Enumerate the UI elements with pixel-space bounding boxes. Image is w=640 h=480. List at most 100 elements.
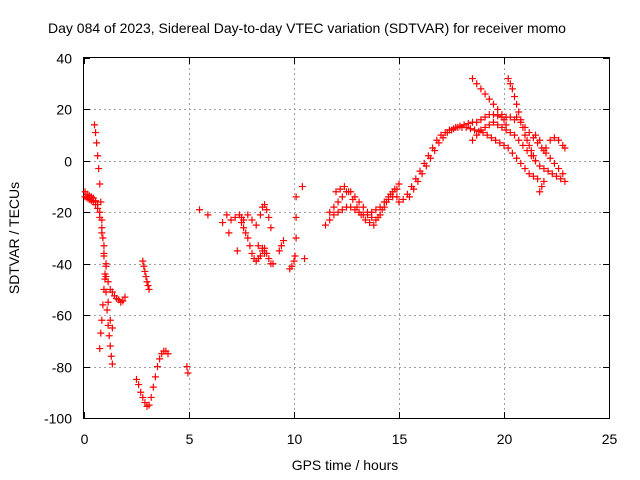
data-point (561, 144, 569, 152)
data-point (527, 147, 535, 155)
data-point (338, 206, 346, 214)
data-point (439, 134, 447, 142)
data-point (338, 193, 346, 201)
data-point (515, 108, 523, 116)
data-point (248, 216, 256, 224)
data-point (91, 121, 98, 129)
data-point (244, 234, 252, 242)
data-point (104, 321, 112, 329)
data-point (292, 234, 300, 242)
data-point (227, 216, 235, 224)
x-tick-label: 5 (186, 431, 194, 447)
data-point (143, 278, 151, 286)
x-tick-label: 20 (497, 431, 513, 447)
data-point (104, 298, 112, 306)
data-point (374, 213, 382, 221)
x-tick-label: 25 (602, 431, 618, 447)
data-point (267, 224, 275, 232)
chart-title: Day 084 of 2023, Sidereal Day-to-day VTE… (48, 20, 566, 36)
data-point (288, 262, 296, 270)
data-point (103, 306, 111, 314)
data-point (500, 116, 508, 124)
data-point (357, 211, 365, 219)
data-point (240, 224, 248, 232)
data-point (378, 206, 386, 214)
data-point (536, 188, 544, 196)
data-point (494, 121, 502, 129)
data-point (550, 134, 558, 142)
data-point (460, 121, 468, 129)
data-point (334, 208, 342, 216)
data-point (555, 165, 563, 173)
data-point (548, 170, 556, 178)
data-point (431, 147, 439, 155)
y-tick-label: -100 (44, 411, 72, 427)
data-point (559, 170, 567, 178)
series-s7 (183, 363, 192, 377)
data-point (147, 393, 155, 401)
data-point (98, 316, 106, 324)
data-point (485, 95, 493, 103)
data-point (106, 342, 114, 350)
data-point (519, 141, 527, 149)
data-point (242, 229, 250, 237)
data-point (487, 134, 495, 142)
data-point (464, 120, 472, 128)
data-point (544, 167, 552, 175)
data-point (359, 203, 367, 211)
data-point (154, 363, 161, 371)
data-point (340, 183, 348, 191)
data-point (498, 123, 506, 131)
data-point (532, 131, 539, 139)
data-point (108, 324, 116, 332)
data-point (513, 113, 521, 121)
data-point (525, 141, 533, 149)
data-point (542, 144, 550, 152)
data-point (508, 85, 516, 93)
data-point (494, 105, 502, 113)
data-point (141, 399, 149, 407)
data-point (92, 201, 100, 209)
data-point (265, 255, 273, 263)
data-point (140, 262, 148, 270)
data-point (422, 162, 430, 170)
data-point (490, 111, 497, 119)
data-point (263, 206, 271, 214)
series-s4 (96, 260, 110, 353)
series-s12 (326, 185, 401, 224)
data-point (96, 180, 104, 188)
data-point (466, 125, 474, 133)
y-tick-label: -60 (52, 308, 72, 324)
data-point (141, 267, 149, 275)
data-point (326, 216, 334, 224)
data-point (94, 152, 102, 160)
data-point (391, 185, 399, 193)
data-point (521, 165, 529, 173)
data-point (477, 85, 485, 93)
data-point (536, 162, 544, 170)
data-point (546, 136, 554, 144)
data-point (261, 249, 269, 257)
series-s2 (81, 193, 116, 332)
data-point (395, 180, 403, 188)
data-point (532, 157, 539, 165)
data-point (97, 329, 105, 337)
y-tick-label: 20 (56, 102, 72, 118)
data-point (233, 247, 241, 255)
data-point (477, 116, 485, 124)
data-point (93, 139, 101, 147)
data-point (525, 129, 533, 137)
data-point (517, 159, 525, 167)
x-tick-label: 10 (287, 431, 303, 447)
data-point (254, 242, 262, 250)
data-point (336, 185, 344, 193)
data-point (473, 80, 481, 88)
data-point (330, 211, 338, 219)
data-point (387, 190, 395, 198)
data-point (361, 216, 369, 224)
data-point (142, 273, 150, 281)
data-point (353, 203, 361, 211)
data-point (511, 93, 518, 101)
data-point (555, 136, 563, 144)
